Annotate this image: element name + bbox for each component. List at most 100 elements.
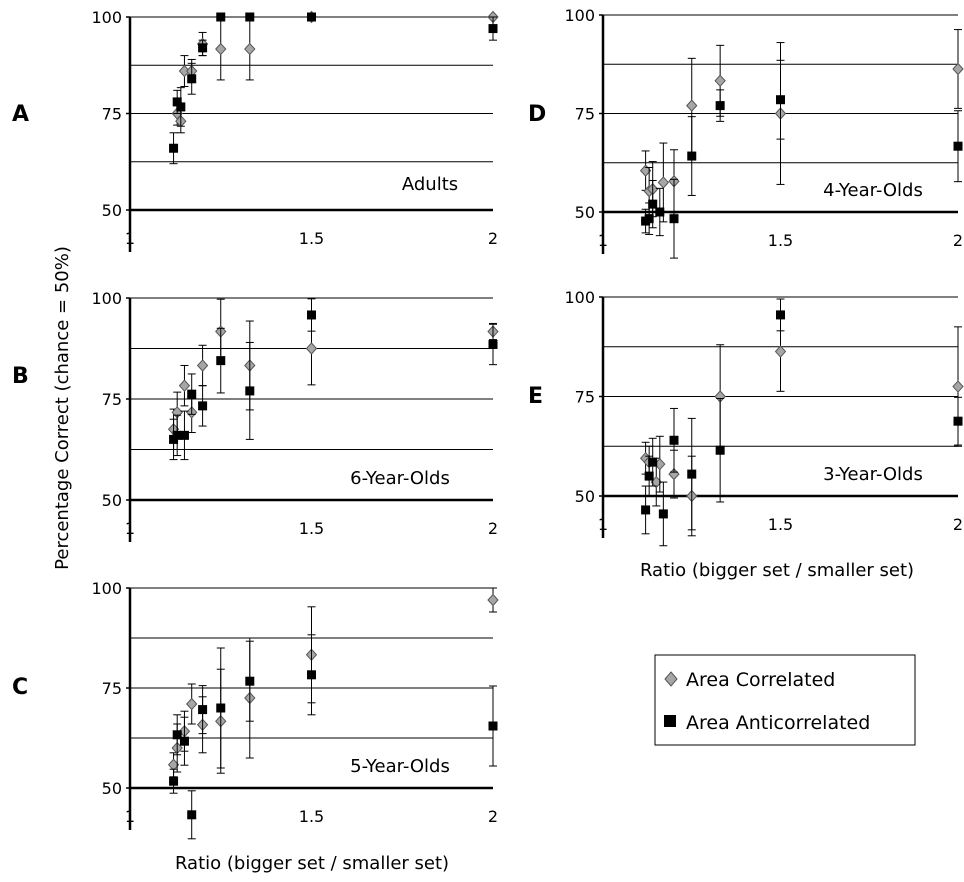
x-tick-label: 2 <box>488 807 498 826</box>
x-tick-label: 2 <box>953 231 963 250</box>
data-point-square <box>216 703 226 713</box>
panel-title: 3-Year-Olds <box>823 464 923 485</box>
data-point-square <box>187 810 197 820</box>
data-point-diamond <box>774 345 787 358</box>
data-point-square <box>169 143 179 153</box>
data-point-square <box>172 430 182 440</box>
y-axis-title: Percentage Correct (chance = 50%) <box>52 246 73 570</box>
legend-box <box>654 654 916 746</box>
y-tick-label: 75 <box>575 388 595 407</box>
data-point-square <box>307 670 316 680</box>
x-tick-label: 2 <box>488 229 498 248</box>
y-tick-label: 75 <box>102 105 122 124</box>
data-point-square <box>179 736 189 746</box>
data-point-square <box>172 730 182 740</box>
data-point-square <box>179 430 189 440</box>
data-point-square <box>648 457 658 467</box>
panel-letter: E <box>528 384 543 409</box>
data-point-square <box>687 469 697 479</box>
data-point-diamond <box>215 42 227 56</box>
x-tick-label: 1 <box>598 515 608 534</box>
y-tick-label: 50 <box>575 203 595 222</box>
panel-title: 4-Year-Olds <box>823 180 923 201</box>
data-point-diamond <box>196 359 209 372</box>
data-point-square <box>488 721 498 731</box>
data-point-square <box>187 389 197 399</box>
series-area-anticorrelated <box>641 59 963 259</box>
data-point-square <box>644 214 654 224</box>
panel-letter: C <box>12 675 28 700</box>
panel-e: 50 75 100 1 1.5 2 E 3-Year-Olds <box>528 288 964 547</box>
y-tick-label: 100 <box>91 8 122 27</box>
panel-letter: A <box>12 102 29 127</box>
data-point-square <box>644 471 654 481</box>
data-point-square <box>953 416 963 426</box>
legend-item-anticorrelated: Area Anticorrelated <box>664 712 870 734</box>
x-tick-label: 2 <box>488 519 498 538</box>
x-tick-label: 2 <box>953 515 963 534</box>
legend-label-anticorrelated: Area Anticorrelated <box>686 712 870 734</box>
data-point-square <box>953 141 963 151</box>
series-area-anticorrelated <box>169 298 498 461</box>
series-area-correlated <box>171 10 499 134</box>
data-point-square <box>669 435 679 445</box>
data-point-square <box>169 776 179 786</box>
y-tick-label: 75 <box>575 105 595 124</box>
y-tick-label: 50 <box>102 491 122 510</box>
data-point-square <box>776 95 785 105</box>
x-axis-title-left: Ratio (bigger set / smaller set) <box>175 853 449 874</box>
data-point-square <box>176 102 186 112</box>
x-tick-label: 1.5 <box>768 231 793 250</box>
panel-title: 5-Year-Olds <box>350 756 450 777</box>
data-point-diamond <box>487 593 499 607</box>
panels-layer: 50 75 100 1 1.5 2 A Adults 50 75 100 1 1.5 2 B 6-Year-O… <box>12 6 964 840</box>
data-point-square <box>715 101 725 111</box>
x-axis-title-right: Ratio (bigger set / smaller set) <box>640 560 914 581</box>
legend-diamond-icon <box>664 671 678 687</box>
series-area-anticorrelated <box>169 12 498 165</box>
data-point-diamond <box>178 379 191 392</box>
data-point-square <box>245 12 255 22</box>
data-point-square <box>172 97 182 107</box>
series-area-anticorrelated <box>641 298 963 547</box>
panel-letter: B <box>12 364 29 389</box>
data-point-square <box>216 12 226 22</box>
panel-d: 50 75 100 1 1.5 2 D 4-Year-Olds <box>528 6 964 259</box>
y-tick-label: 100 <box>91 289 122 308</box>
data-point-square <box>245 386 255 396</box>
y-tick-label: 50 <box>102 201 122 220</box>
data-point-diamond <box>244 42 256 56</box>
x-tick-label: 1.5 <box>299 807 324 826</box>
x-tick-label: 1 <box>125 229 135 248</box>
y-tick-label: 100 <box>564 6 595 25</box>
y-tick-label: 100 <box>564 288 595 307</box>
data-point-diamond <box>686 99 698 112</box>
data-point-square <box>488 339 498 349</box>
x-tick-label: 1.5 <box>768 515 793 534</box>
series-area-correlated <box>167 587 499 778</box>
y-tick-label: 75 <box>102 679 122 698</box>
y-tick-label: 75 <box>102 390 122 409</box>
legend: Area Correlated Area Anticorrelated <box>654 654 916 746</box>
data-point-square <box>198 705 208 715</box>
data-point-square <box>216 356 226 366</box>
data-point-square <box>187 74 197 84</box>
data-point-square <box>687 151 697 161</box>
legend-item-correlated: Area Correlated <box>664 669 835 691</box>
data-point-square <box>655 207 665 217</box>
panel-title: 6-Year-Olds <box>350 468 450 489</box>
series-area-correlated <box>639 311 964 537</box>
data-point-diamond <box>657 176 670 189</box>
data-point-diamond <box>714 74 726 88</box>
data-point-square <box>715 445 725 455</box>
x-tick-label: 1 <box>125 807 135 826</box>
data-point-square <box>307 310 316 320</box>
y-tick-label: 50 <box>102 779 122 798</box>
y-tick-label: 50 <box>575 487 595 506</box>
data-point-square <box>648 199 658 209</box>
data-point-square <box>488 24 498 34</box>
legend-label-correlated: Area Correlated <box>686 669 835 691</box>
x-tick-label: 1.5 <box>299 519 324 538</box>
data-point-diamond <box>186 697 198 711</box>
